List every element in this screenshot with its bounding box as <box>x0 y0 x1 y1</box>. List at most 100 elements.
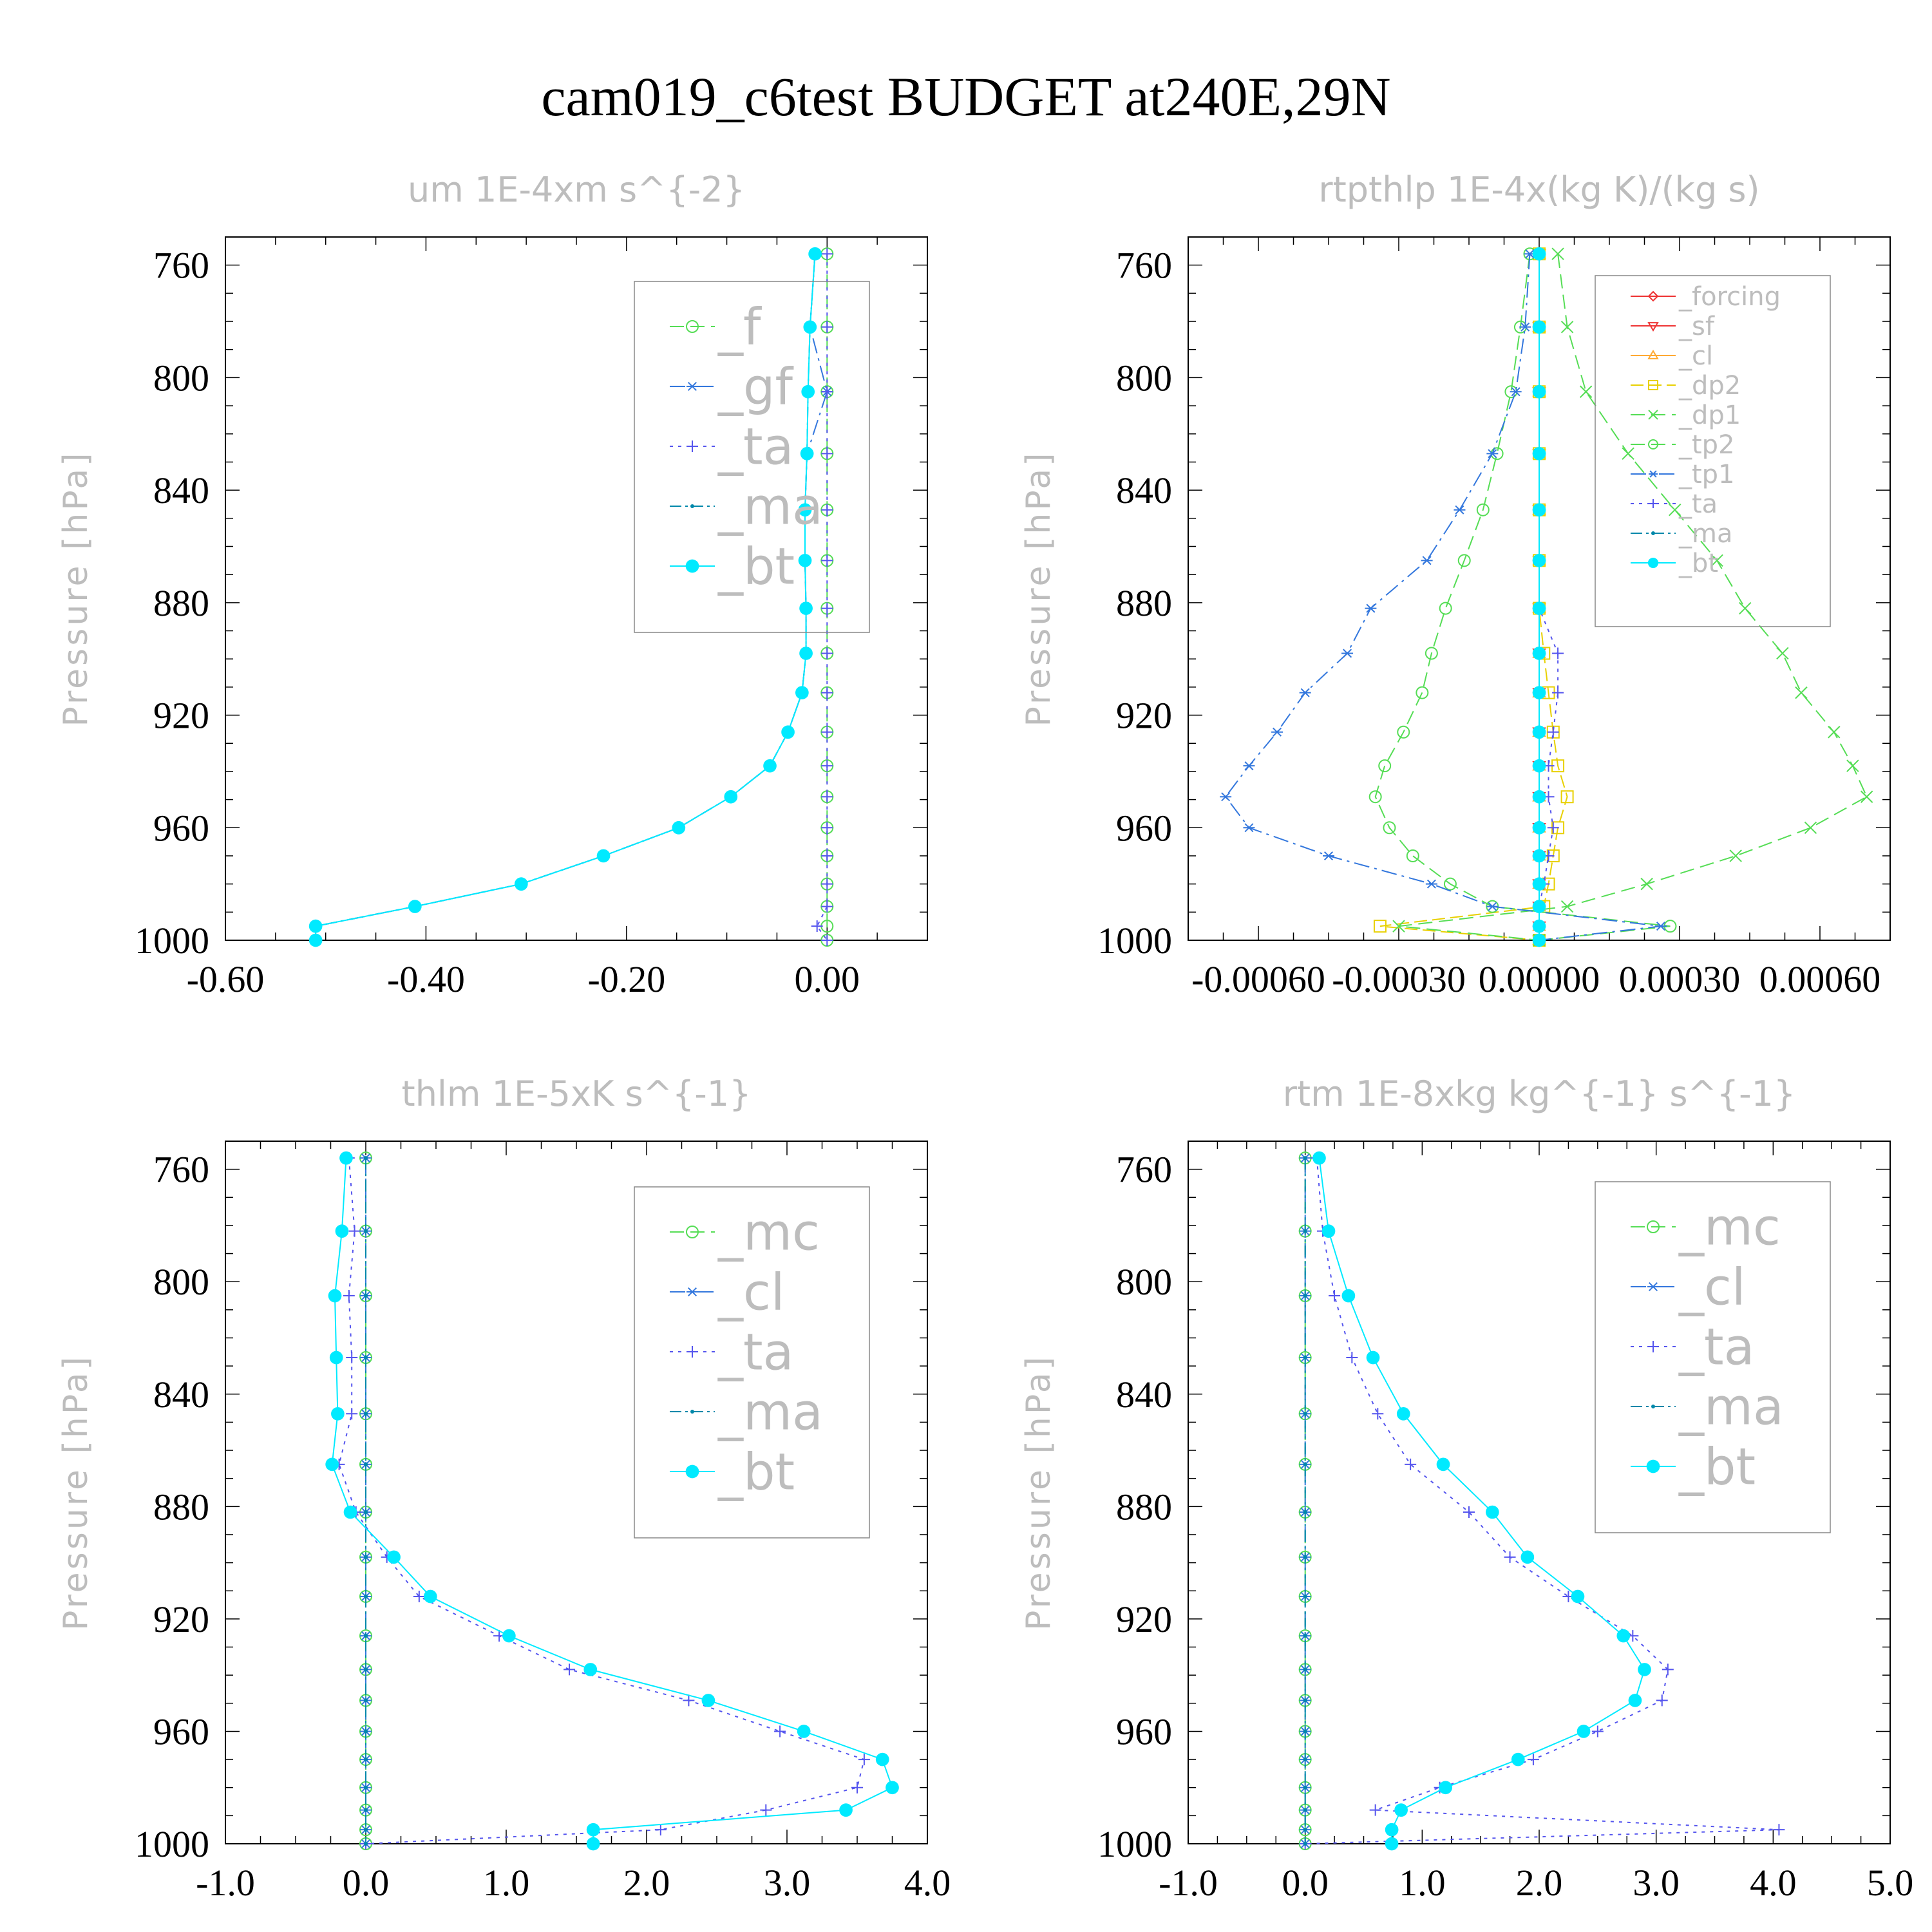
data-point <box>724 790 738 804</box>
legend-label: _ma <box>717 1383 823 1441</box>
data-point <box>1303 1356 1307 1360</box>
data-point <box>308 919 323 933</box>
data-point <box>1303 1842 1307 1846</box>
legend-label: _sf <box>1678 312 1715 341</box>
series-bt <box>325 1151 899 1851</box>
data-point <box>1519 322 1531 332</box>
data-point <box>364 1510 368 1515</box>
data-point <box>1303 1828 1307 1832</box>
data-point <box>1299 688 1311 697</box>
series-line <box>315 254 816 940</box>
legend-label: _f <box>717 298 762 356</box>
x-tick-label: 5.0 <box>1867 1862 1914 1904</box>
data-point <box>364 1462 368 1466</box>
legend-box <box>1595 1181 1831 1533</box>
data-point <box>1368 790 1382 804</box>
series-dp1 <box>1392 247 1873 947</box>
x-tick-label: 0.0 <box>1282 1862 1329 1904</box>
legend-label: _ma <box>717 478 823 536</box>
legend-marker <box>687 440 698 452</box>
legend-box <box>634 281 870 633</box>
series-tp1 <box>1220 249 1667 945</box>
data-point <box>1303 1808 1307 1812</box>
legend-marker <box>1646 1459 1660 1473</box>
data-point <box>821 934 833 946</box>
legend-label: _forcing <box>1678 282 1781 312</box>
data-point <box>821 687 833 699</box>
data-point <box>1303 1462 1307 1466</box>
y-tick-label: 760 <box>1116 1149 1172 1191</box>
series-line <box>315 254 828 940</box>
data-point <box>387 1550 401 1564</box>
series-line <box>1398 254 1868 941</box>
legend-marker <box>1647 1282 1659 1292</box>
data-point <box>1616 1629 1631 1643</box>
data-point <box>1421 556 1433 565</box>
legend-marker <box>687 381 698 392</box>
legend-box <box>1595 275 1831 627</box>
data-point <box>1579 385 1593 398</box>
data-point <box>763 759 777 773</box>
data-point <box>1383 821 1396 835</box>
data-point <box>797 1725 811 1738</box>
y-axis-label: Pressure [hPa] <box>1019 1354 1058 1631</box>
data-point <box>1373 920 1387 933</box>
y-tick-label: 880 <box>1116 582 1172 624</box>
data-point <box>821 726 833 738</box>
data-point <box>821 791 833 803</box>
y-tick-label: 960 <box>1116 1710 1172 1752</box>
y-tick-label: 800 <box>1116 357 1172 399</box>
data-point <box>1662 1663 1674 1676</box>
data-point <box>1341 649 1354 658</box>
data-point <box>583 1663 598 1676</box>
data-point <box>364 1828 368 1832</box>
legend-label: _bt <box>1678 1438 1756 1496</box>
data-point <box>515 877 528 891</box>
series-ma <box>364 1156 368 1846</box>
data-point <box>408 900 422 913</box>
y-tick-label: 960 <box>153 1710 209 1752</box>
data-point <box>364 1156 368 1160</box>
data-point <box>1486 902 1499 911</box>
legend: _mc_cl_ta_ma_bt <box>1595 1181 1831 1533</box>
data-point <box>586 1837 600 1851</box>
data-point <box>1369 1804 1381 1816</box>
x-tick-label: -0.00060 <box>1191 958 1325 1000</box>
y-tick-label: 760 <box>1116 245 1172 287</box>
y-axis-label: Pressure [hPa] <box>57 451 95 727</box>
data-point <box>1394 1803 1408 1817</box>
data-point <box>811 920 823 933</box>
data-point <box>1457 554 1471 567</box>
y-tick-label: 840 <box>153 1374 209 1416</box>
legend-box <box>634 1186 870 1539</box>
legend-marker <box>686 1226 699 1238</box>
legend: _forcing_sf_cl_dp2_dp1_tp2_tp1_ta_ma_bt <box>1595 275 1831 627</box>
x-tick-label: -1.0 <box>196 1862 255 1904</box>
data-point <box>781 725 795 739</box>
panel-title: rtm 1E-8xkg kg^{-1} s^{-1} <box>1283 1074 1796 1114</box>
data-point <box>1485 1505 1499 1519</box>
data-point <box>329 1350 343 1365</box>
data-point <box>1532 601 1546 615</box>
data-point <box>1385 1823 1399 1837</box>
legend-marker <box>1649 499 1658 508</box>
legend: _f_gf_ta_ma_bt <box>634 281 870 633</box>
legend-marker <box>1647 290 1659 302</box>
series-line <box>1539 254 1559 940</box>
x-tick-label: 3.0 <box>764 1862 811 1904</box>
data-point <box>1622 447 1634 460</box>
data-point <box>364 1356 368 1360</box>
data-point <box>308 933 323 947</box>
legend-marker <box>1648 439 1658 450</box>
x-tick-label: 2.0 <box>1516 1862 1563 1904</box>
data-point <box>821 900 833 913</box>
data-point <box>1532 446 1546 460</box>
data-point <box>1860 790 1873 803</box>
data-point <box>821 647 833 659</box>
data-point <box>1425 647 1438 660</box>
series-dp2 <box>1373 247 1574 947</box>
data-point <box>1532 725 1546 739</box>
data-point <box>1532 503 1546 517</box>
data-point <box>839 1803 853 1817</box>
legend-label: _cl <box>717 1264 785 1321</box>
